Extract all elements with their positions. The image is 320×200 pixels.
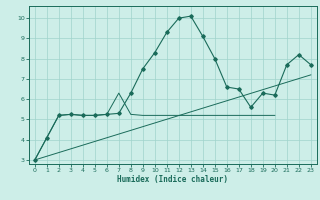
X-axis label: Humidex (Indice chaleur): Humidex (Indice chaleur) bbox=[117, 175, 228, 184]
